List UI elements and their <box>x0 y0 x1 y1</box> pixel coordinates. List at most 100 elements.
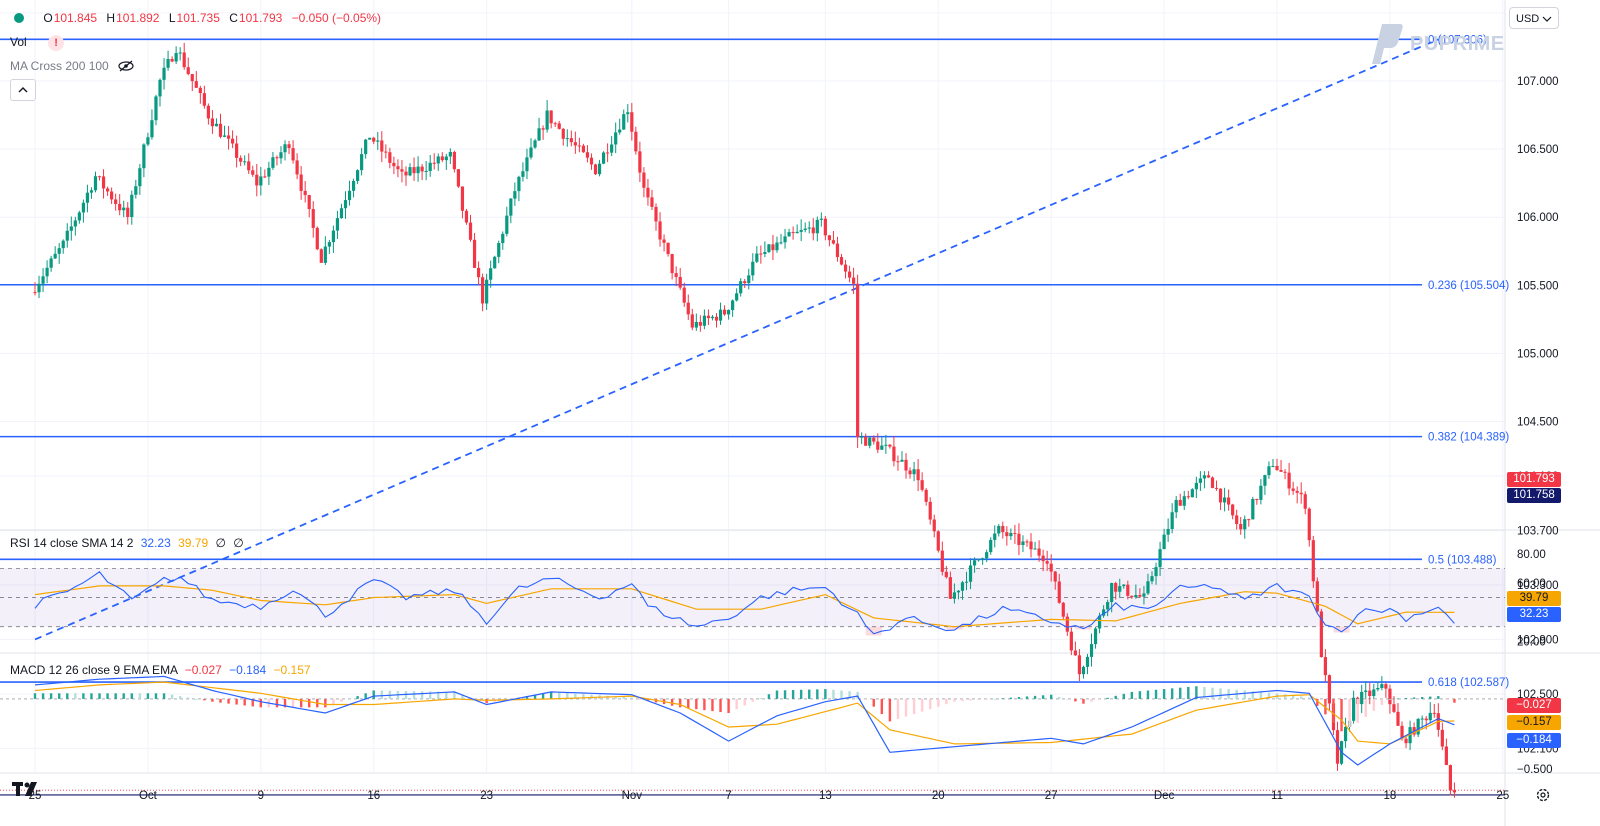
candle-body <box>335 218 340 231</box>
candle-body <box>851 277 856 284</box>
candle-body <box>1444 746 1448 766</box>
fib-level-label: 0 (107.306) <box>1428 34 1487 46</box>
hidden-eye-icon[interactable] <box>118 60 134 75</box>
candle-body <box>847 271 852 278</box>
candle-body <box>626 112 630 115</box>
macd-histogram-bar <box>880 698 884 715</box>
macd-histogram-bar <box>848 691 851 699</box>
close-label: C <box>229 11 238 25</box>
candle-body <box>1182 496 1186 506</box>
candle-body <box>912 469 916 475</box>
time-tick-label: 11 <box>1271 790 1283 802</box>
macd-histogram-bar <box>299 698 303 708</box>
candle-body <box>1319 611 1323 658</box>
macd-histogram-bar <box>525 696 529 699</box>
candle-body <box>831 240 836 244</box>
candle-body <box>1158 549 1162 568</box>
candle-body <box>1267 466 1271 476</box>
candle-body <box>751 261 755 276</box>
collapse-legend-button[interactable] <box>10 79 36 101</box>
settings-button[interactable] <box>1535 787 1551 808</box>
macd-histogram-bar <box>888 698 892 722</box>
candle-body <box>69 226 73 231</box>
candle-body <box>928 501 932 520</box>
candle-body <box>638 151 642 173</box>
macd-histogram-bar <box>1364 698 1367 717</box>
candle-body <box>698 321 702 326</box>
macd-histogram-bar <box>98 693 101 699</box>
candle-body <box>202 93 206 106</box>
candle-body <box>1303 494 1307 509</box>
candle-body <box>1029 541 1033 550</box>
candle-body <box>880 445 884 450</box>
candle-body <box>384 151 388 153</box>
rsi-legend[interactable]: RSI 14 close SMA 14 2 32.23 39.79 ∅ ∅ <box>10 536 244 550</box>
candle-body <box>827 235 832 241</box>
candle-body <box>642 172 646 188</box>
candle-body <box>360 154 364 171</box>
macd-histogram-bar <box>283 698 287 708</box>
candle-body <box>1049 563 1053 572</box>
candle-body <box>710 316 715 319</box>
candle-body <box>97 176 102 178</box>
candle-body <box>368 137 372 140</box>
rsi-empty-value-2: ∅ <box>233 536 244 550</box>
candle-body <box>1214 487 1219 489</box>
macd-histogram-bar <box>840 690 843 699</box>
candle-body <box>771 244 775 251</box>
candle-body <box>1323 657 1327 676</box>
macd-histogram-bar <box>1211 687 1214 699</box>
macd-legend[interactable]: MACD 12 26 close 9 EMA EMA −0.027 −0.184… <box>10 663 311 677</box>
candle-body <box>239 157 243 162</box>
macd-histogram-bar <box>420 691 424 699</box>
candle-body <box>1343 726 1348 742</box>
candle-body <box>1368 690 1372 696</box>
macd-histogram-bar <box>1195 686 1198 699</box>
candle-body <box>1372 689 1376 696</box>
ma-cross-legend[interactable]: MA Cross 200 100 <box>10 59 134 75</box>
candle-body <box>731 300 735 310</box>
candle-body <box>948 577 952 599</box>
candle-body <box>900 459 904 462</box>
warning-icon[interactable]: ! <box>48 35 65 51</box>
fib-level-label: 0.618 (102.587) <box>1428 677 1509 689</box>
candle-body <box>1102 609 1106 616</box>
candle-body <box>1150 576 1154 582</box>
macd-histogram-bar <box>1009 697 1013 699</box>
candle-body <box>255 174 259 186</box>
macd-histogram-bar <box>1340 698 1343 732</box>
fib-level-label: 0.382 (104.389) <box>1428 432 1509 444</box>
candle-body <box>1017 533 1021 546</box>
macd-histogram-bar <box>743 698 746 706</box>
candle-body <box>1146 581 1150 594</box>
macd-histogram-bar <box>549 691 553 699</box>
candle-body <box>158 79 162 97</box>
macd-histogram-bar <box>864 698 867 700</box>
candle-body <box>674 273 678 277</box>
high-value: 101.892 <box>116 11 160 25</box>
rsi-name: RSI 14 close SMA 14 2 <box>10 536 134 550</box>
macd-histogram-bar <box>969 698 972 701</box>
rsi-sma-legend-value: 39.79 <box>178 536 209 550</box>
volume-legend[interactable]: Vol ! <box>10 35 65 51</box>
candle-body <box>601 152 606 164</box>
candle-body <box>170 58 174 62</box>
candle-body <box>968 565 973 582</box>
macd-histogram-bar <box>324 698 327 708</box>
currency-selector[interactable]: USD <box>1509 7 1559 29</box>
macd-histogram-bar <box>630 697 634 699</box>
candle-body <box>1085 656 1090 667</box>
macd-histogram-bar <box>566 693 569 699</box>
candle-body <box>243 161 247 163</box>
candle-body <box>545 110 549 130</box>
candle-body <box>706 315 711 319</box>
price-tick-label: 102.500 <box>1517 689 1559 701</box>
candle-body <box>747 275 751 284</box>
candle-body <box>1279 470 1283 472</box>
macd-histogram-bar <box>670 698 674 706</box>
macd-histogram-bar <box>1130 691 1134 699</box>
candle-body <box>876 441 880 450</box>
macd-histogram-bar <box>235 698 238 705</box>
macd-histogram-bar <box>896 698 900 719</box>
candle-body <box>537 128 541 141</box>
